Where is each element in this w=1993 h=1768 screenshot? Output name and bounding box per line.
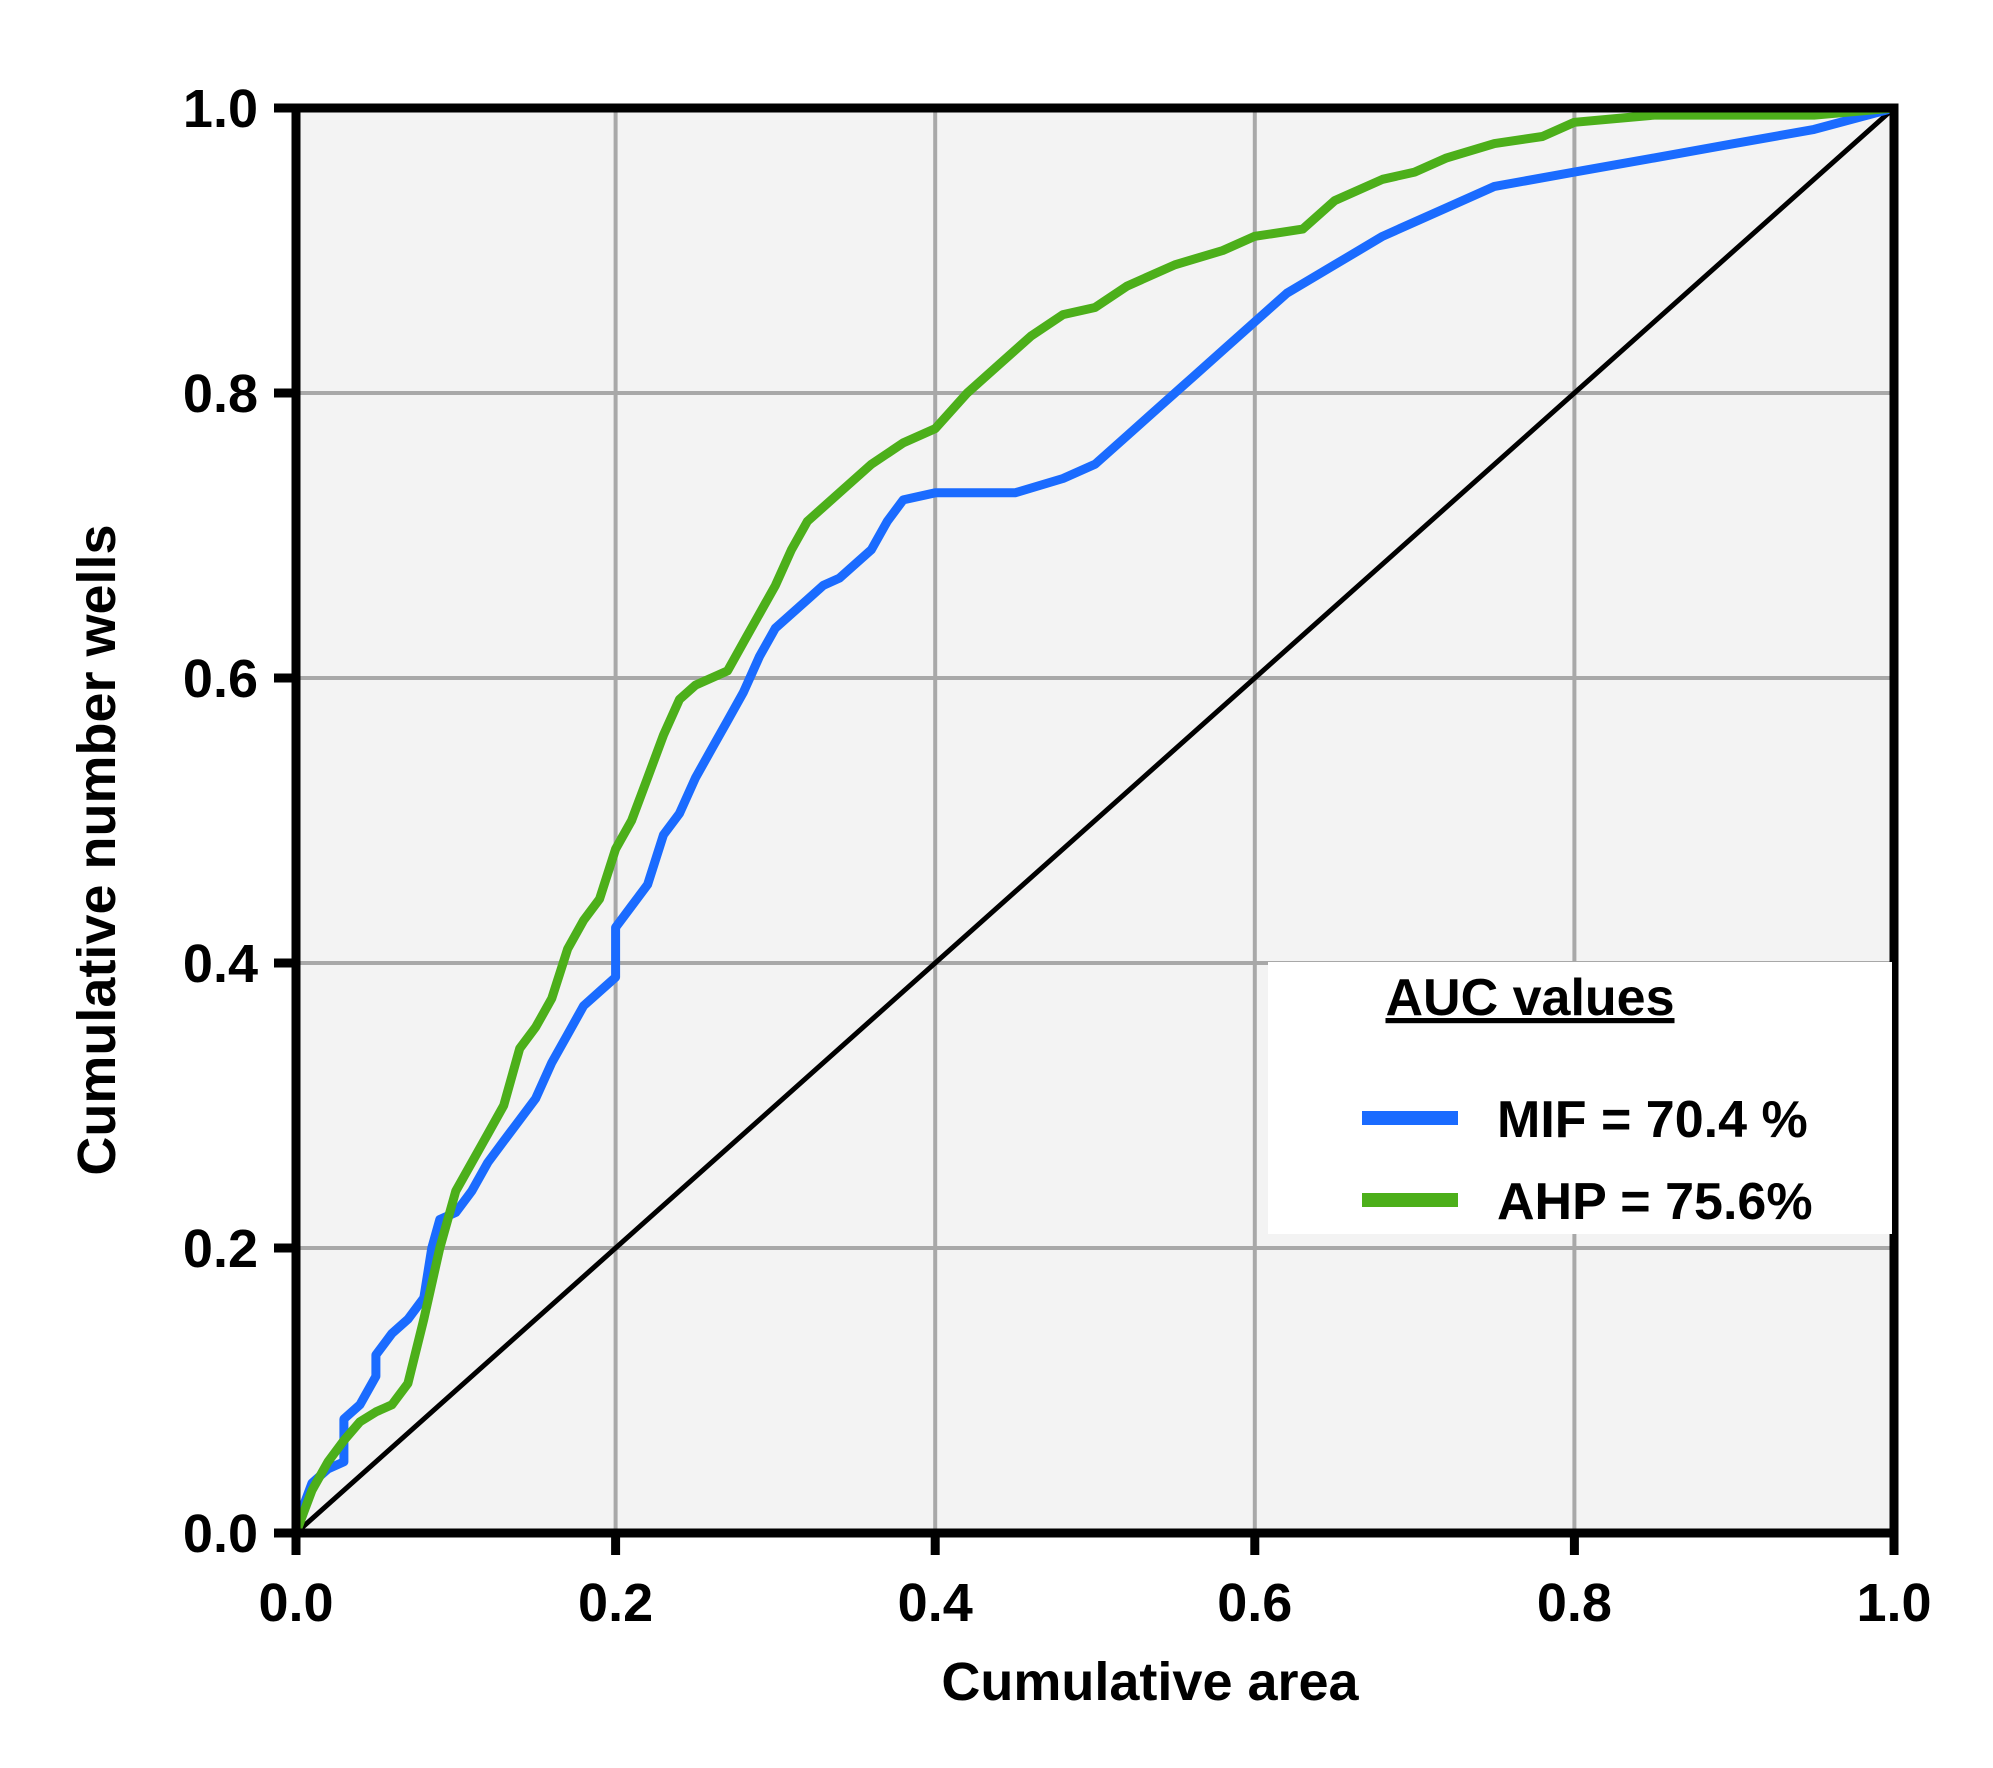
plot-frame [291,103,1899,1538]
legend: AUC values MIF = 70.4 % AHP = 75.6% [1268,962,1892,1234]
y-tick-label: 0.8 [183,364,258,424]
mif-series-line [291,103,1899,1538]
x-tick-label: 1.0 [1856,1573,1931,1633]
x-tick-label: 0.6 [1217,1573,1292,1633]
series-lines [291,103,1899,1538]
reference-diagonal-line [293,105,1897,1536]
legend-box [1268,962,1892,1234]
legend-title: AUC values [1386,969,1675,1027]
x-tick-labels: 0.0 0.2 0.4 0.6 0.8 1.0 [258,1573,1931,1633]
y-tick-labels: 0.0 0.2 0.4 0.6 0.8 1.0 [183,79,258,1564]
y-tick-label: 1.0 [183,79,258,139]
legend-label-mif: MIF = 70.4 % [1497,1091,1808,1149]
y-tick-label: 0.6 [183,649,258,709]
x-axis-label: Cumulative area [941,1652,1359,1712]
y-axis-label: Cumulative number wells [67,524,127,1175]
ahp-series-line [291,103,1899,1538]
y-tick-label: 0.0 [183,1504,258,1564]
x-tick-label: 0.4 [898,1573,973,1633]
axis-ticks [274,103,1899,1555]
y-tick-label: 0.4 [183,934,258,994]
x-tick-label: 0.0 [258,1573,333,1633]
x-tick-label: 0.2 [578,1573,653,1633]
x-tick-label: 0.8 [1537,1573,1612,1633]
y-tick-label: 0.2 [183,1219,258,1279]
legend-label-ahp: AHP = 75.6% [1497,1173,1813,1231]
